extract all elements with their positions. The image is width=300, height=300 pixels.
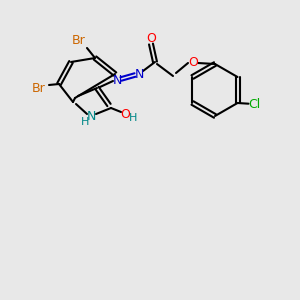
Text: H: H [81, 117, 89, 127]
Text: N: N [134, 68, 144, 80]
Text: Br: Br [72, 34, 86, 46]
Text: Cl: Cl [248, 98, 261, 110]
Text: Br: Br [32, 82, 46, 94]
Text: O: O [120, 107, 130, 121]
Text: O: O [188, 56, 198, 68]
Text: O: O [146, 32, 156, 44]
Text: N: N [86, 110, 96, 122]
Text: N: N [112, 74, 122, 86]
Text: H: H [129, 113, 137, 123]
